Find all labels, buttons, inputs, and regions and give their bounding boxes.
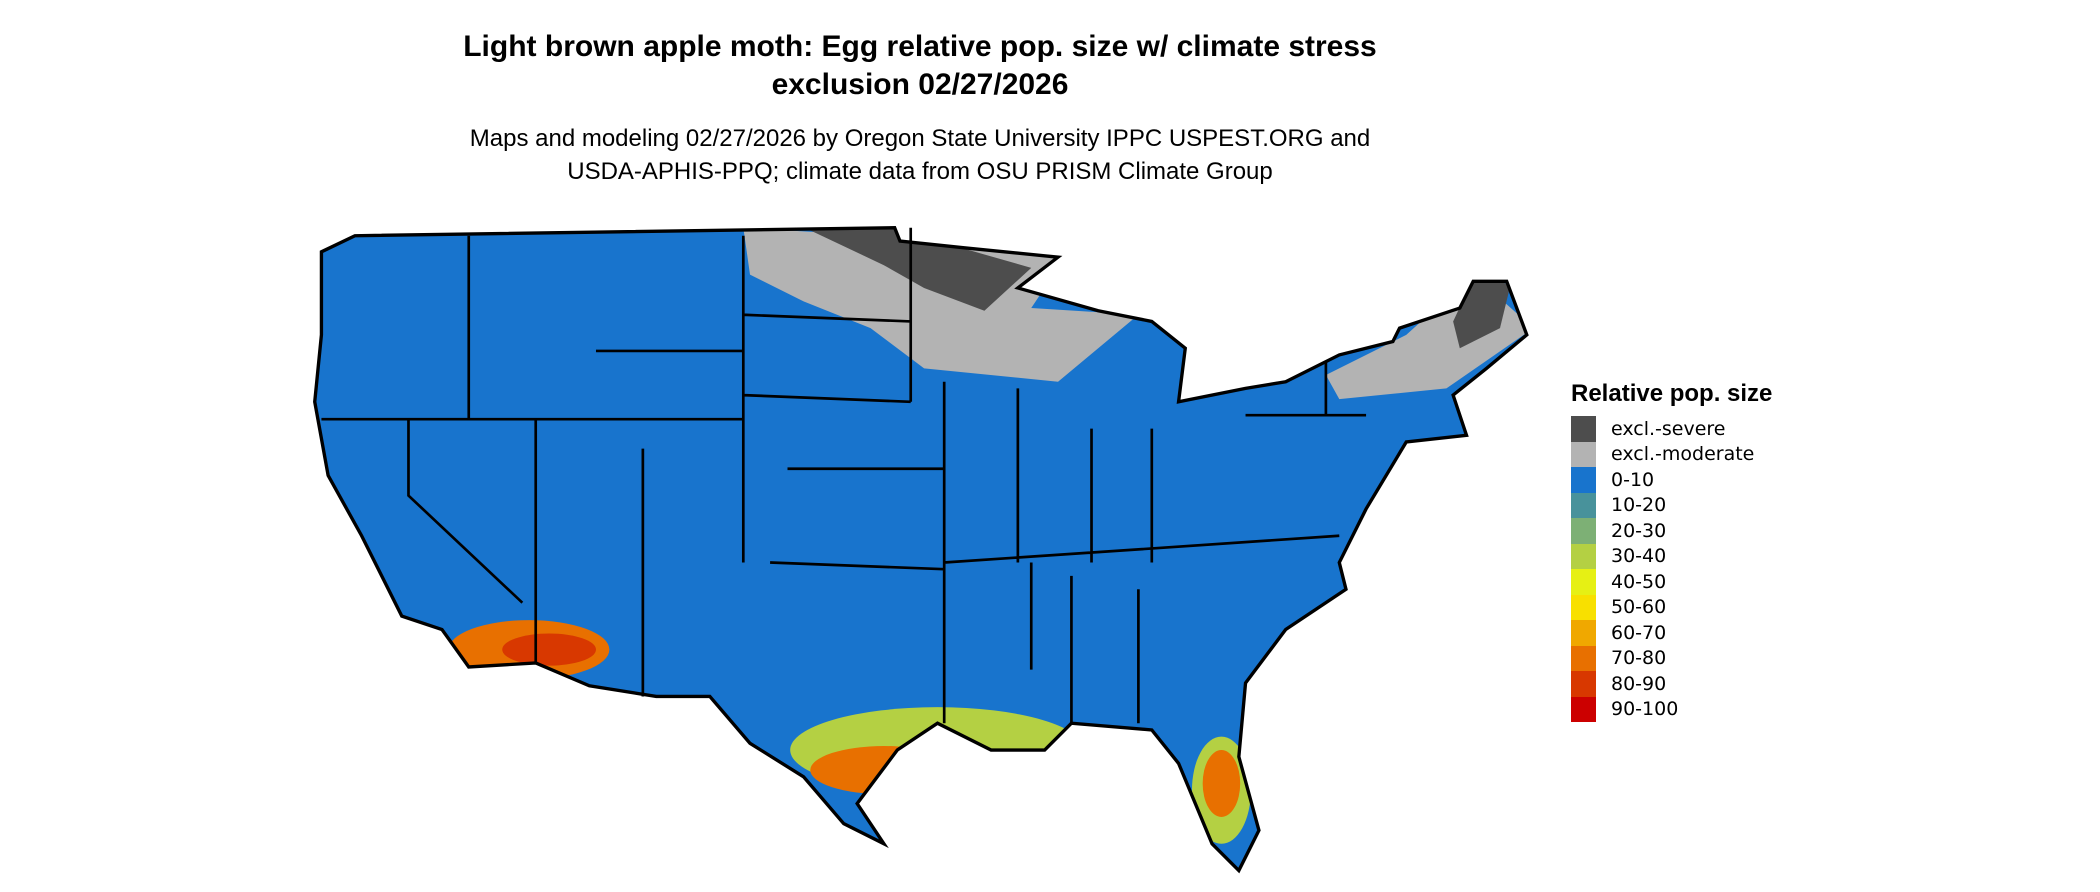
legend-item: 10-20 <box>1571 492 1772 518</box>
region-high-florida <box>1202 750 1241 817</box>
legend-item: 20-30 <box>1571 518 1772 544</box>
legend-swatch <box>1571 594 1596 620</box>
legend-swatch <box>1571 467 1596 493</box>
legend-label: 20-30 <box>1611 519 1667 542</box>
legend-label: excl.-severe <box>1611 417 1726 440</box>
legend-label: 80-90 <box>1611 672 1667 695</box>
map-title-line1: Light brown apple moth: Egg relative pop… <box>463 30 1377 63</box>
legend-label: 10-20 <box>1611 494 1667 517</box>
legend-item: 70-80 <box>1571 645 1772 671</box>
legend-item: 90-100 <box>1571 696 1772 722</box>
legend-swatch <box>1571 492 1596 518</box>
region-excl-moderate <box>743 227 1139 382</box>
legend-swatch <box>1571 441 1596 467</box>
legend-swatch <box>1571 645 1596 671</box>
legend-label: 90-100 <box>1611 698 1679 721</box>
legend-item: 80-90 <box>1571 671 1772 697</box>
legend-item: excl.-severe <box>1571 416 1772 442</box>
legend-title: Relative pop. size <box>1571 380 1773 407</box>
legend-swatch <box>1571 543 1596 569</box>
legend-swatch <box>1571 671 1596 697</box>
legend-swatch <box>1571 569 1596 595</box>
legend-swatch <box>1571 416 1596 442</box>
legend-item: 40-50 <box>1571 569 1772 595</box>
legend-label: 0-10 <box>1611 468 1655 491</box>
legend-item: 60-70 <box>1571 620 1772 646</box>
map-subtitle-line2: USDA-APHIS-PPQ; climate data from OSU PR… <box>567 158 1273 185</box>
legend-label: 60-70 <box>1611 621 1667 644</box>
legend-item: 50-60 <box>1571 594 1772 620</box>
legend: Relative pop. size excl.-severe excl.-mod… <box>1571 380 1772 722</box>
legend-label: excl.-moderate <box>1611 443 1755 466</box>
legend-label: 70-80 <box>1611 647 1667 670</box>
legend-item: 30-40 <box>1571 543 1772 569</box>
legend-item: 0-10 <box>1571 467 1772 493</box>
legend-item: excl.-moderate <box>1571 441 1772 467</box>
region-high-southwest-core <box>502 633 596 666</box>
legend-swatch <box>1571 696 1596 722</box>
state-borders <box>321 227 1367 724</box>
legend-label: 50-60 <box>1611 596 1667 619</box>
map-title-line2: exclusion 02/27/2026 <box>771 68 1069 101</box>
map-subtitle-line1: Maps and modeling 02/27/2026 by Oregon S… <box>469 125 1371 152</box>
region-excl-severe <box>810 227 1032 311</box>
legend-swatch <box>1571 620 1596 646</box>
legend-swatch <box>1571 518 1596 544</box>
legend-label: 30-40 <box>1611 545 1667 568</box>
legend-label: 40-50 <box>1611 570 1667 593</box>
